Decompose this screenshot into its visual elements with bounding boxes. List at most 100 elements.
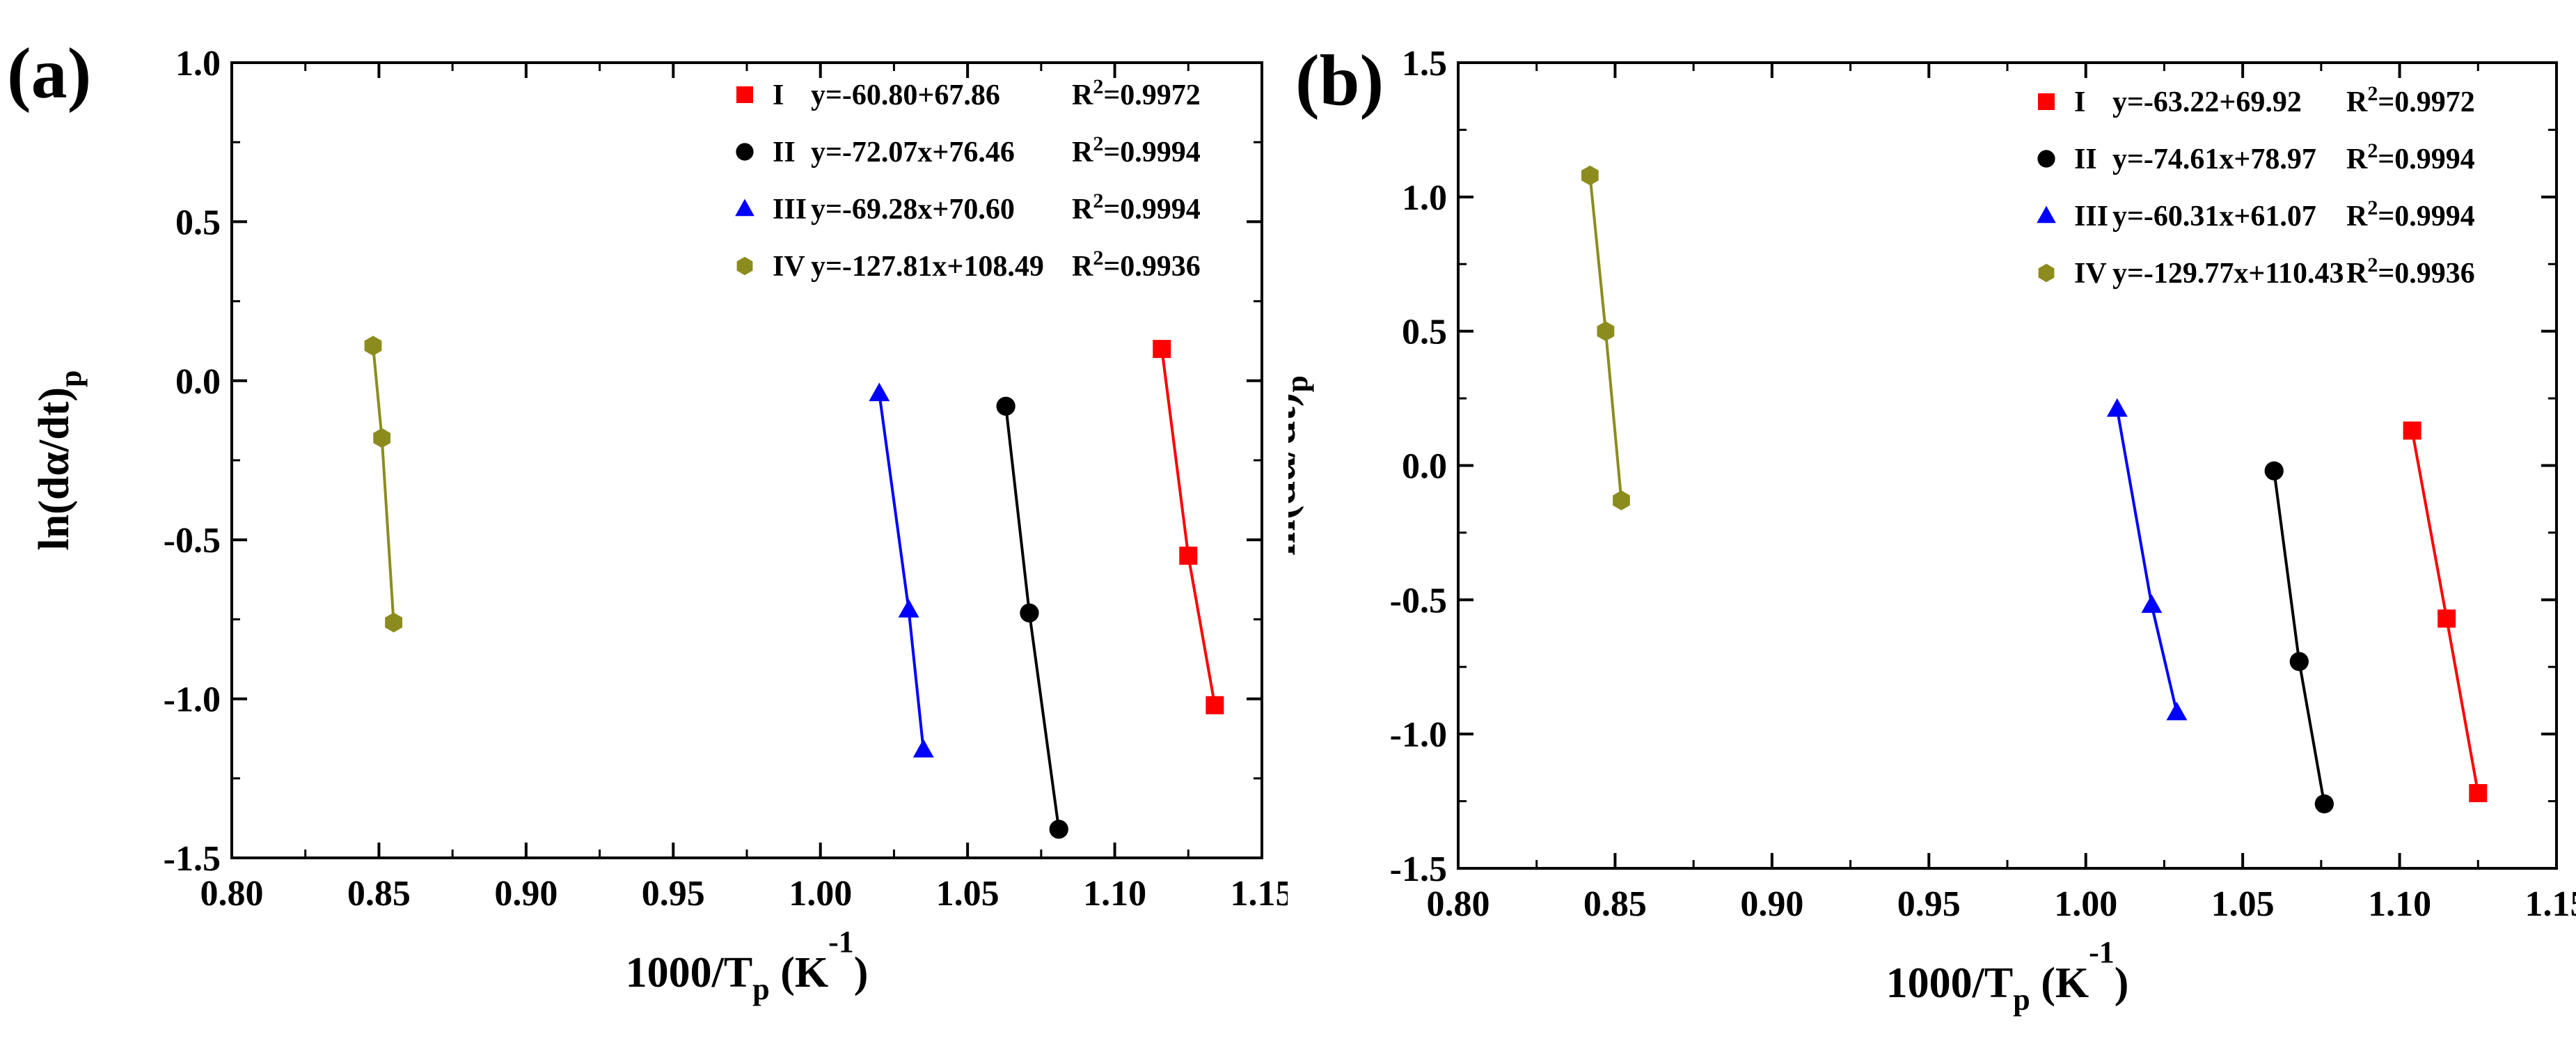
data-point: [385, 612, 402, 633]
x-tick-label: 1.10: [2368, 884, 2431, 924]
legend-equation: y=-60.80+67.86: [811, 79, 1000, 111]
legend-marker: [2037, 205, 2056, 224]
y-axis-title: ln(dα/dt)p: [31, 370, 88, 551]
data-point: [2166, 701, 2188, 721]
x-tick-label: 0.80: [200, 874, 264, 914]
legend-marker: [2037, 150, 2055, 168]
plot-frame: [230, 61, 1263, 859]
legend-series-name: III: [2074, 201, 2108, 233]
legend-equation: y=-63.22+69.92: [2112, 86, 2302, 118]
legend-r-squared: R2=0.9972: [1072, 75, 1201, 111]
y-axis-title: ln(dα/dt)p: [1288, 375, 1314, 556]
series-II: [996, 396, 1068, 839]
x-tick-label: 1.05: [936, 874, 999, 914]
x-tick-label: 1.00: [789, 874, 852, 914]
chart-a-svg: 0.80 0.85 0.90 0.95 1.00 1.05 1.10 1.15 -1.5 -1.0…: [7, 33, 1288, 1006]
legend-marker: [2038, 93, 2055, 110]
data-point: [1049, 820, 1068, 839]
legend-marker: [736, 256, 753, 276]
data-point: [2141, 594, 2163, 613]
y-tick-label: 0.5: [1402, 313, 1447, 352]
y-tick-label: -0.5: [164, 521, 221, 561]
data-point: [1179, 547, 1198, 565]
legend-equation: y=-129.77x+110.43: [2112, 258, 2344, 290]
legend-r-squared: R2=0.9994: [1072, 189, 1201, 226]
data-point: [1597, 321, 1615, 341]
y-tick-label: 0.5: [175, 203, 221, 242]
legend-series-name: IV: [773, 251, 805, 283]
data-point: [1613, 490, 1630, 510]
legend-equation: y=-127.81x+108.49: [811, 251, 1044, 283]
legend-series-name: III: [773, 194, 807, 226]
series-line: [878, 393, 925, 750]
data-point: [996, 396, 1016, 416]
legend-series-name: II: [773, 136, 796, 169]
x-tick-label: 1.00: [2054, 884, 2117, 924]
y-tick-label: 0.0: [1402, 447, 1447, 487]
series-IV: [1581, 165, 1630, 510]
y-tick-label: -1.5: [1390, 850, 1447, 889]
series-line: [371, 345, 395, 623]
legend-series-name: II: [2074, 143, 2097, 175]
legend-r-squared: R2=0.9994: [1072, 132, 1201, 169]
series-I: [1153, 340, 1224, 714]
legend-r-squared: R2=0.9936: [1072, 247, 1201, 283]
y-tick-label: -1.0: [164, 680, 221, 720]
data-point: [1153, 340, 1171, 359]
data-point: [2314, 794, 2334, 814]
legend-r-squared: R2=0.9972: [2346, 82, 2475, 118]
data-point: [912, 739, 934, 758]
legend-series-name: I: [773, 79, 784, 111]
legend-marker: [2038, 263, 2055, 283]
legend-r-squared: R2=0.9994: [2346, 139, 2475, 175]
data-point: [2469, 784, 2488, 803]
legend-series-name: I: [2074, 86, 2085, 118]
series-I: [2403, 421, 2488, 803]
data-point: [898, 599, 919, 618]
data-point: [2264, 461, 2284, 480]
data-point: [1581, 165, 1599, 186]
x-axis-title: 1000/Tp (K-1): [1886, 935, 2129, 1017]
series-IV: [364, 336, 402, 633]
data-point: [2403, 421, 2421, 440]
series-III: [869, 382, 934, 758]
data-point: [869, 382, 890, 402]
data-point: [2106, 398, 2128, 417]
y-tick-label: 1.5: [1402, 44, 1447, 84]
series-line: [2273, 470, 2326, 804]
data-point: [1020, 603, 1039, 623]
legend-series-name: IV: [2074, 258, 2107, 290]
series-line: [1160, 348, 1217, 706]
legend-equation: y=-72.07x+76.46: [811, 136, 1015, 169]
series-II: [2264, 461, 2334, 814]
data-point: [364, 336, 382, 356]
legend-equation: y=-69.28x+70.60: [811, 194, 1015, 226]
y-tick-label: 1.0: [1402, 178, 1447, 218]
legend-equation: y=-74.61x+78.97: [2112, 143, 2316, 175]
x-tick-label: 1.15: [2525, 884, 2576, 924]
x-tick-label: 1.10: [1083, 874, 1146, 914]
legend-r-squared: R2=0.9994: [2346, 196, 2475, 233]
legend-marker: [735, 198, 754, 217]
data-point: [373, 428, 390, 448]
chart-b-svg: 0.80 0.85 0.90 0.95 1.00 1.05 1.10 1.15 -1.5 -1.0…: [1288, 40, 2576, 1017]
chart-panel-a: 0.80 0.85 0.90 0.95 1.00 1.05 1.10 1.15 -1.5 -1.0…: [7, 33, 1288, 1006]
data-point: [2289, 652, 2309, 671]
x-tick-label: 0.90: [1740, 884, 1803, 924]
y-tick-label: 0.0: [175, 362, 221, 402]
legend-equation: y=-60.31x+61.07: [2112, 201, 2316, 233]
data-point: [1206, 696, 1224, 714]
y-tick-label: 1.0: [175, 44, 221, 84]
x-tick-label: 0.85: [1583, 884, 1647, 924]
x-tick-label: 0.90: [494, 874, 558, 914]
x-tick-label: 0.95: [1897, 884, 1961, 924]
series-line: [2115, 409, 2179, 713]
x-tick-label: 1.05: [2211, 884, 2275, 924]
plot-frame: [1457, 61, 2558, 870]
y-tick-label: -1.5: [164, 839, 221, 879]
data-point: [2437, 609, 2456, 628]
legend-marker: [736, 143, 754, 161]
chart-panel-b: 0.80 0.85 0.90 0.95 1.00 1.05 1.10 1.15 -1.5 -1.0…: [1288, 0, 2576, 1064]
series-III: [2106, 398, 2188, 721]
x-axis-title: 1000/Tp (K-1): [626, 925, 869, 1006]
